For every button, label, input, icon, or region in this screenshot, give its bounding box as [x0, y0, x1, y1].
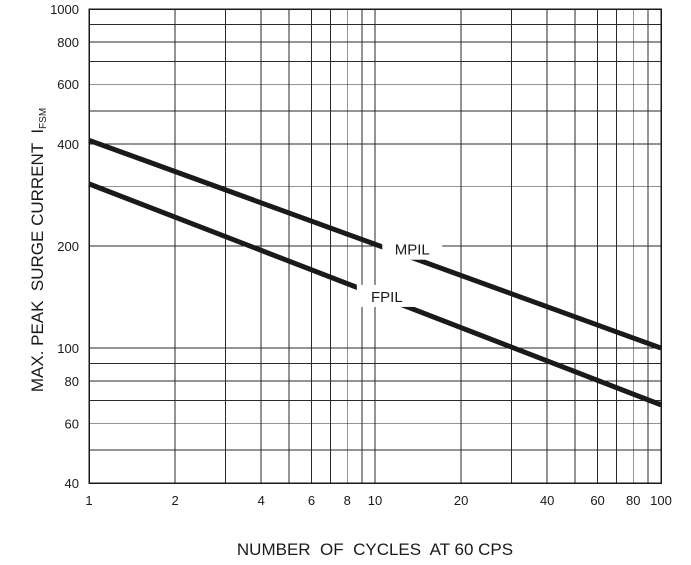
- y-tick-label: 1000: [50, 2, 79, 17]
- y-axis-label-group: MAX. PEAK SURGE CURRENT IFSM: [28, 108, 49, 392]
- x-tick-labels: 1 2 4 6 8 10 20 40 60 80 100: [85, 493, 671, 508]
- y-tick-label: 40: [65, 476, 79, 491]
- x-tick-label: 80: [626, 493, 640, 508]
- x-tick-label: 10: [368, 493, 382, 508]
- series-label-mpil: MPIL: [395, 242, 430, 259]
- x-tick-label: 6: [308, 493, 315, 508]
- y-axis-label: MAX. PEAK SURGE CURRENT IFSM: [28, 108, 49, 392]
- series-labels: MPIL FPIL: [356, 237, 443, 307]
- x-tick-label: 40: [540, 493, 554, 508]
- series-label-fpil: FPIL: [371, 289, 403, 306]
- x-tick-label: 20: [454, 493, 468, 508]
- grid-lines: [88, 8, 662, 484]
- plot-frame: [88, 8, 662, 484]
- series-label-background: [356, 284, 417, 307]
- x-tick-label: 1: [85, 493, 92, 508]
- y-tick-label: 800: [57, 35, 79, 50]
- y-tick-labels: 40 60 80 100 200 400 600 800 1000: [50, 2, 79, 491]
- y-tick-label: 100: [57, 341, 79, 356]
- series-line-mpil: [88, 137, 662, 351]
- x-tick-label: 8: [344, 493, 351, 508]
- y-tick-label: 200: [57, 239, 79, 254]
- y-tick-label: 60: [65, 416, 79, 431]
- y-tick-label: 80: [65, 374, 79, 389]
- y-tick-label: 400: [57, 137, 79, 152]
- y-axis-label-subscript: FSM: [38, 108, 49, 129]
- y-tick-label: 600: [57, 77, 79, 92]
- y-axis-label-main: MAX. PEAK SURGE CURRENT I: [28, 129, 47, 392]
- x-tick-label: 2: [171, 493, 178, 508]
- series-label-background: [382, 237, 443, 260]
- x-axis-label: NUMBER OF CYCLES AT 60 CPS: [237, 540, 513, 559]
- x-tick-label: 4: [258, 493, 265, 508]
- x-tick-label: 100: [650, 493, 672, 508]
- x-tick-label: 60: [590, 493, 604, 508]
